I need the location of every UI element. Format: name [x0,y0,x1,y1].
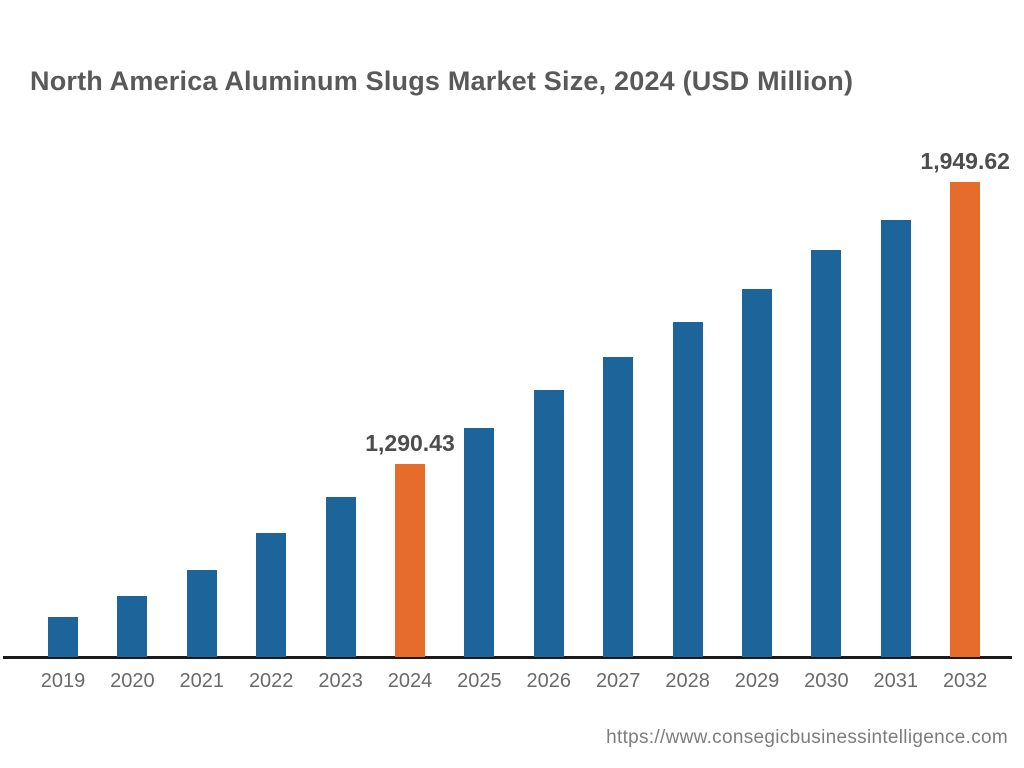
bar-2025 [464,428,495,657]
x-tick-2025: 2025 [457,670,502,692]
x-tick-2020: 2020 [110,670,155,692]
x-tick-2023: 2023 [318,670,363,692]
bar-2022 [256,533,287,657]
bar-2028 [672,322,703,657]
bar-2026 [533,390,564,657]
bar-2024 [395,464,425,657]
x-tick-2029: 2029 [734,670,780,692]
x-axis-line [3,656,1012,659]
bar-2030 [811,250,842,657]
bar-value-label-2032: 1,949.62 [920,148,1010,174]
bar-2032 [950,182,981,657]
bar-value-label-2024: 1,290.43 [365,430,455,456]
bar-2029 [742,289,772,657]
x-tick-2021: 2021 [179,670,225,692]
x-tick-2027: 2027 [595,670,641,692]
source-url[interactable]: https://www.consegicbusinessintelligence… [606,727,1008,748]
x-tick-2019: 2019 [40,670,86,692]
bar-2031 [880,220,911,657]
bar-2021 [186,570,217,657]
x-tick-2028: 2028 [665,670,710,692]
bar-2023 [325,497,356,657]
bar-2020 [117,596,148,657]
x-tick-2024: 2024 [387,670,433,692]
x-tick-2032: 2032 [942,670,988,692]
chart-title: North America Aluminum Slugs Market Size… [30,66,854,96]
bar-2027 [603,357,634,657]
x-tick-2026: 2026 [526,670,572,692]
x-tick-2030: 2030 [804,670,849,692]
x-tick-2022: 2022 [248,670,294,692]
x-tick-2031: 2031 [873,670,919,692]
bar-2019 [48,617,78,657]
